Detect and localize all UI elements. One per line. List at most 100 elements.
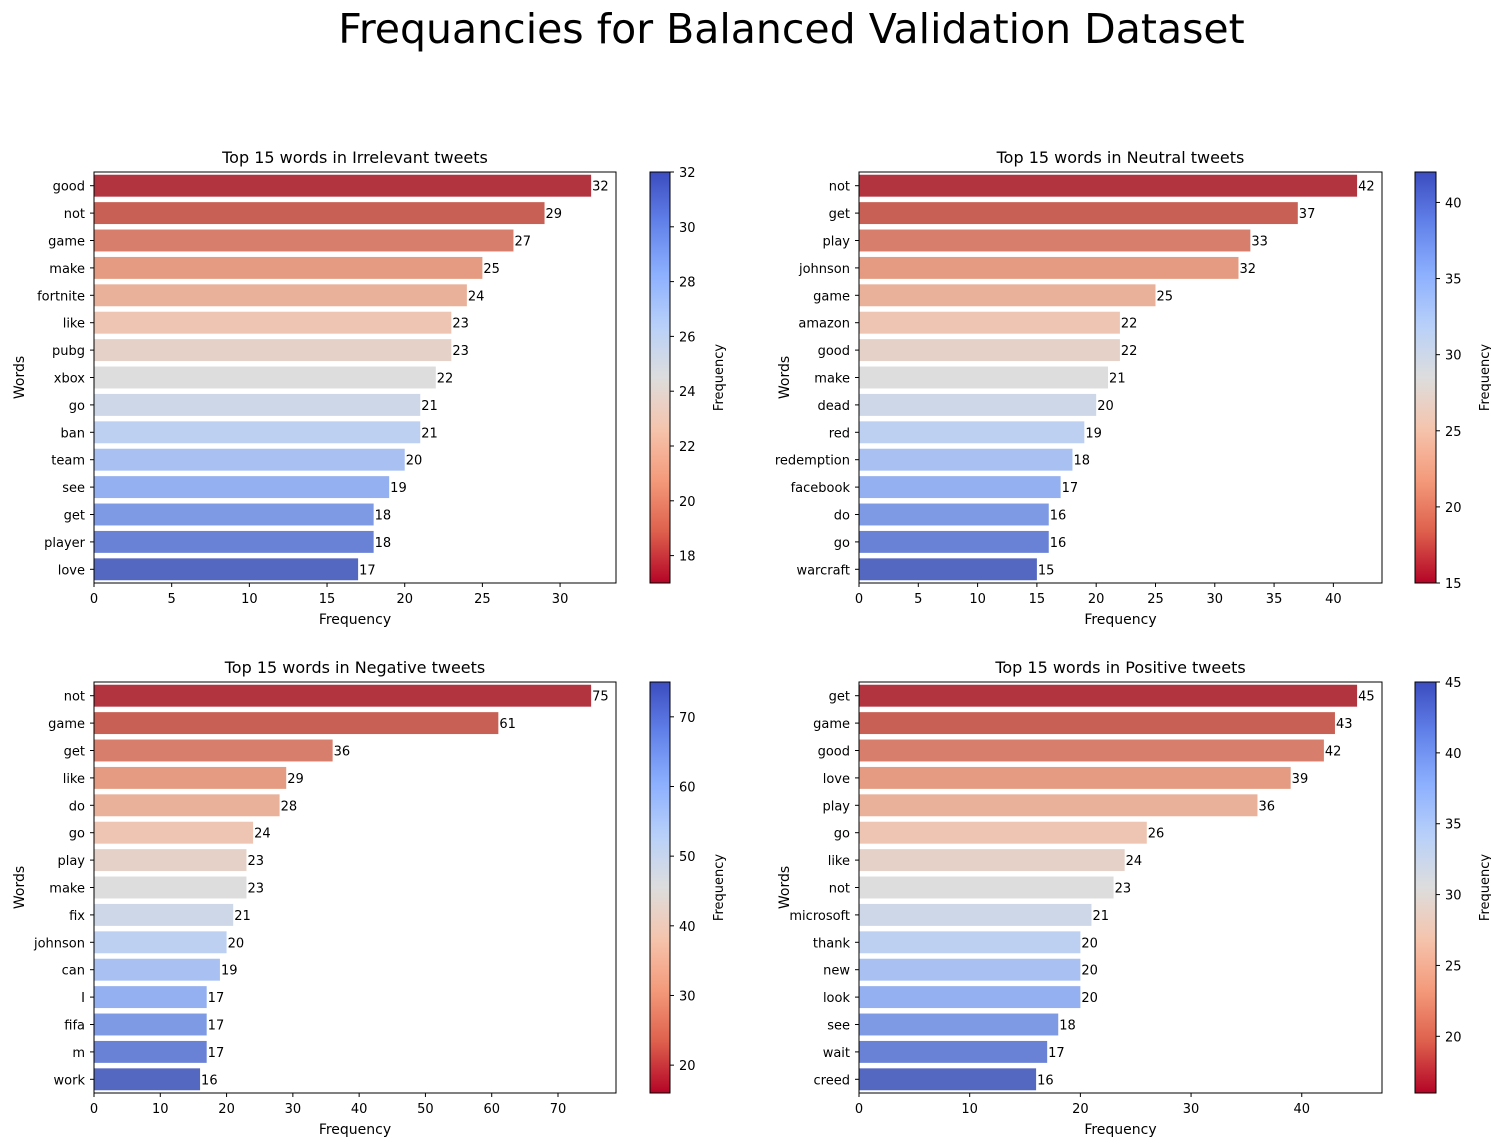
bar-value-label: 18 [375, 536, 392, 551]
x-tick-label: 0 [90, 1102, 98, 1117]
bar-value-label: 23 [1115, 882, 1132, 897]
colorbar [649, 171, 671, 584]
bar-get [94, 739, 333, 762]
bar-like [94, 311, 452, 334]
y-tick-label: fortnite [37, 289, 85, 304]
subplot-3: Top 15 words in Negative tweets 75 not 61 ga… [12, 658, 727, 1138]
y-tick-label: redemption [775, 454, 850, 469]
bar-value-label: 23 [247, 882, 264, 897]
y-tick-label: amazon [798, 317, 850, 332]
bar-play [859, 229, 1251, 252]
y-tick-label: can [62, 964, 85, 979]
bar-value-label: 20 [406, 454, 423, 469]
subplot-title: Top 15 words in Irrelevant tweets [221, 148, 488, 167]
x-axis-label: Frequency [319, 1122, 391, 1138]
y-tick-label: get [829, 207, 850, 222]
bar-thank [859, 931, 1081, 954]
bar-value-label: 25 [483, 262, 500, 277]
y-tick-label: not [829, 882, 850, 897]
bar-game [859, 712, 1335, 735]
bar-johnson [859, 256, 1239, 279]
y-tick-label: see [62, 481, 85, 496]
axes-frame [93, 681, 617, 1094]
x-axis-label: Frequency [1084, 1122, 1156, 1138]
bar-not [94, 202, 545, 225]
bar-play [94, 849, 247, 872]
x-tick-label: 5 [168, 592, 176, 607]
colorbar-tick-label: 20 [1445, 1030, 1462, 1045]
bar-microsoft [859, 903, 1092, 926]
bar-xbox [94, 366, 436, 389]
bar-johnson [94, 931, 227, 954]
bar-warcraft [859, 558, 1037, 581]
colorbar-tick-label: 40 [1445, 747, 1462, 762]
y-tick-label: game [813, 289, 850, 304]
bar-value-label: 17 [1048, 1046, 1065, 1061]
bar-value-label: 17 [208, 1019, 225, 1034]
y-tick-label: player [44, 536, 86, 551]
bar-value-label: 18 [1059, 1019, 1076, 1034]
bar-game [94, 712, 499, 735]
bar-value-label: 29 [287, 772, 304, 787]
bar-like [94, 766, 287, 789]
colorbar-label: Frequency [1478, 854, 1491, 921]
bar-value-label: 19 [1085, 426, 1102, 441]
bar-value-label: 61 [499, 717, 516, 732]
bar-value-label: 42 [1358, 180, 1375, 195]
x-tick-label: 40 [351, 1102, 368, 1117]
colorbar-tick-label: 25 [1445, 425, 1462, 440]
bar-value-label: 32 [1240, 262, 1257, 277]
y-tick-label: make [814, 372, 850, 387]
bar-love [859, 766, 1291, 789]
y-axis-label: Words [12, 866, 28, 909]
bar-value-label: 39 [1292, 772, 1309, 787]
subplot-title: Top 15 words in Neutral tweets [996, 148, 1245, 167]
bar-fortnite [94, 284, 467, 307]
bar-make [94, 256, 483, 279]
bar-go [859, 821, 1147, 844]
y-tick-label: creed [814, 1073, 850, 1088]
y-tick-label: do [69, 799, 85, 814]
y-tick-label: johnson [798, 262, 850, 277]
colorbar [649, 681, 671, 1094]
y-axis-label: Words [777, 356, 793, 399]
y-tick-label: get [64, 745, 85, 760]
colorbar-tick-label: 26 [679, 330, 696, 345]
y-tick-label: thank [813, 936, 851, 951]
bar-game [94, 229, 514, 252]
bar-team [94, 448, 405, 471]
colorbar [1414, 681, 1437, 1094]
x-tick-label: 0 [90, 592, 98, 607]
bar-dead [859, 393, 1097, 416]
y-tick-label: go [834, 827, 850, 842]
y-tick-label: warcraft [796, 563, 850, 578]
y-tick-label: dead [818, 399, 850, 414]
bar-value-label: 18 [1073, 454, 1090, 469]
bar-value-label: 27 [514, 235, 531, 250]
bar-go [94, 821, 254, 844]
bar-value-label: 20 [1081, 964, 1098, 979]
y-tick-label: red [829, 426, 850, 441]
colorbar-tick-label: 70 [679, 711, 696, 726]
bar-value-label: 19 [221, 964, 238, 979]
y-tick-label: make [49, 882, 85, 897]
bar-not [859, 174, 1358, 197]
y-tick-label: like [63, 772, 85, 787]
colorbar-tick-label: 20 [679, 495, 696, 510]
bar-wait [859, 1040, 1048, 1063]
bar-value-label: 20 [1081, 936, 1098, 951]
y-tick-label: not [64, 207, 85, 222]
y-tick-label: game [48, 717, 85, 732]
colorbar-tick-label: 20 [679, 1059, 696, 1074]
bar-value-label: 21 [1092, 909, 1109, 924]
y-tick-label: make [49, 262, 85, 277]
x-axis-label: Frequency [319, 612, 391, 628]
y-tick-label: good [53, 180, 85, 195]
colorbar-tick-label: 45 [1445, 676, 1462, 691]
bar-see [859, 1013, 1059, 1036]
x-tick-label: 30 [552, 592, 569, 607]
bar-go [859, 530, 1049, 553]
bar-not [859, 876, 1114, 899]
x-tick-label: 30 [285, 1102, 302, 1117]
bar-value-label: 21 [234, 909, 251, 924]
